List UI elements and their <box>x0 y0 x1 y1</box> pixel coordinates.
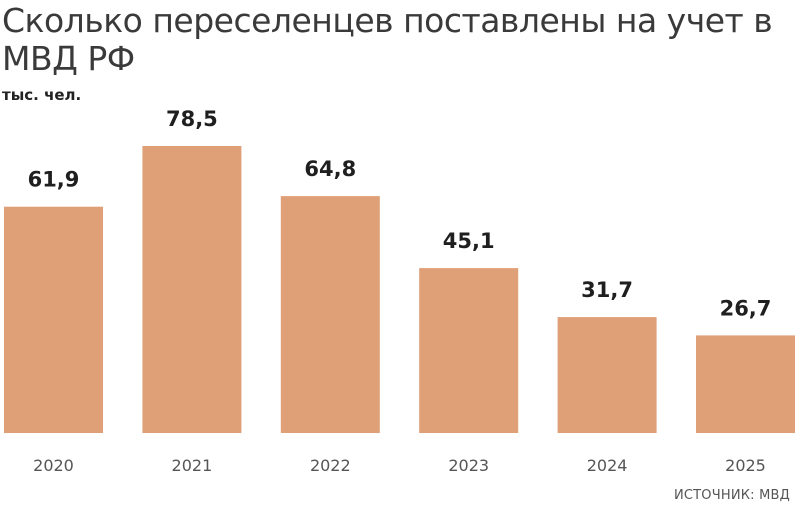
source-note: ИСТОЧНИК: МВД <box>673 488 790 503</box>
value-label-2024: 31,7 <box>581 278 633 302</box>
value-label-2025: 26,7 <box>720 296 772 320</box>
x-tick-label-2023: 2023 <box>448 456 489 475</box>
x-tick-label-2021: 2021 <box>172 456 213 475</box>
bar-2023 <box>419 268 519 433</box>
x-tick-label-2020: 2020 <box>33 456 74 475</box>
y-axis-unit-label: тыс. чел. <box>2 86 82 104</box>
bar-2022 <box>280 196 380 433</box>
value-label-2020: 61,9 <box>28 168 80 192</box>
bar-2024 <box>557 317 657 433</box>
bar-2025 <box>696 335 795 433</box>
value-label-2023: 45,1 <box>443 229 495 253</box>
chart-title: Сколько переселенцев поставлены на учет … <box>2 1 773 78</box>
value-label-2021: 78,5 <box>166 107 218 131</box>
bar-2021 <box>142 146 242 433</box>
bar-2020 <box>4 206 103 433</box>
x-tick-label-2024: 2024 <box>587 456 628 475</box>
x-tick-label-2025: 2025 <box>725 456 766 475</box>
value-label-2022: 64,8 <box>304 157 356 181</box>
x-tick-label-2022: 2022 <box>310 456 351 475</box>
